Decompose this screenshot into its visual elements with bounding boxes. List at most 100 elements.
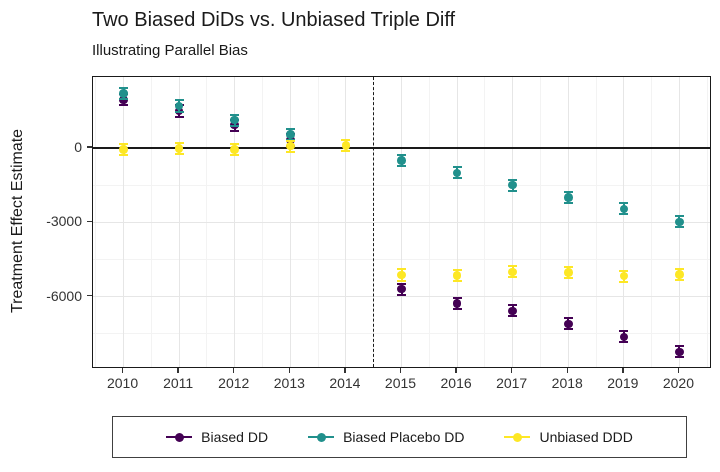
x-tick <box>455 367 457 373</box>
legend-item: Biased DD <box>166 429 268 445</box>
data-point-biased-placebo-dd-2016 <box>452 168 462 178</box>
error-bar-cap <box>619 280 629 283</box>
error-bar-cap <box>341 150 351 153</box>
error-bar-cap <box>174 142 184 145</box>
error-bar-cap <box>452 296 462 299</box>
error-bar-cap <box>230 129 240 132</box>
data-point-unbiased-ddd-2020 <box>675 270 684 279</box>
x-tick-label: 2013 <box>273 375 305 391</box>
error-bar-cap <box>452 166 462 169</box>
data-point-biased-dd-2015 <box>397 284 406 294</box>
x-gridline-major <box>178 77 180 367</box>
x-gridline-major <box>289 77 291 367</box>
y-tick-label: 0 <box>74 139 82 156</box>
x-tick-label: 2015 <box>384 375 417 391</box>
x-tick <box>344 367 346 373</box>
x-gridline-major <box>234 77 236 367</box>
x-gridline-major <box>567 77 569 367</box>
x-gridline-major <box>512 77 514 367</box>
data-point-biased-placebo-dd-2018 <box>564 193 573 202</box>
x-gridline-major <box>123 77 125 367</box>
legend-key-icon <box>504 431 531 444</box>
error-bar-cap <box>674 226 684 229</box>
error-bar-cap <box>119 153 129 156</box>
data-point-biased-dd-2020 <box>675 347 684 357</box>
error-bar-cap <box>119 142 129 145</box>
legend: Biased DD Biased Placebo DD Unbiased DDD <box>112 416 687 458</box>
error-bar-cap <box>508 265 518 268</box>
data-point-biased-dd-2016 <box>452 299 462 308</box>
legend-key-dot <box>174 432 184 442</box>
data-point-unbiased-ddd-2016 <box>452 271 462 280</box>
data-point-biased-placebo-dd-2010 <box>119 89 128 98</box>
treatment-start-line <box>372 77 374 367</box>
data-point-biased-dd-2019 <box>619 332 629 342</box>
error-bar-cap <box>397 279 406 282</box>
chart-title: Two Biased DiDs vs. Unbiased Triple Diff <box>92 9 456 31</box>
data-point-biased-placebo-dd-2019 <box>619 204 629 213</box>
data-point-biased-dd-2018 <box>564 319 573 329</box>
error-bar-cap <box>119 87 129 90</box>
error-bar-cap <box>230 124 240 127</box>
data-point-unbiased-ddd-2012 <box>230 145 239 154</box>
legend-label: Biased Placebo DD <box>343 429 465 445</box>
x-tick-label: 2019 <box>607 375 639 391</box>
data-point-unbiased-ddd-2019 <box>619 271 629 281</box>
legend-item: Unbiased DDD <box>504 429 633 445</box>
x-tick-label: 2016 <box>440 375 472 391</box>
data-point-biased-placebo-dd-2015 <box>397 156 406 165</box>
legend-label: Biased DD <box>201 429 269 445</box>
x-tick <box>121 367 124 373</box>
error-bar-cap <box>508 276 518 279</box>
error-bar-cap <box>341 139 351 142</box>
x-tick-label: 2012 <box>218 375 250 391</box>
error-bar-cap <box>397 268 406 271</box>
chart-subtitle: Illustrating Parallel Bias <box>92 42 248 59</box>
error-bar-cap <box>452 269 462 272</box>
error-bar-cap <box>230 113 240 116</box>
error-bar-cap <box>230 142 240 145</box>
y-tick-label: -3000 <box>46 213 82 230</box>
error-bar-cap <box>174 115 184 118</box>
error-bar-cap <box>619 269 629 272</box>
error-bar-cap <box>174 99 184 102</box>
y-tick <box>87 220 92 223</box>
error-bar-cap <box>674 345 684 348</box>
error-bar-cap <box>285 139 295 142</box>
x-tick <box>232 367 235 373</box>
legend-key-icon <box>166 431 193 444</box>
x-tick <box>677 367 680 373</box>
y-tick <box>87 146 92 148</box>
x-tick <box>622 367 624 373</box>
data-point-biased-placebo-dd-2013 <box>286 130 295 139</box>
legend-key-icon <box>308 431 335 444</box>
x-tick <box>566 367 568 373</box>
data-point-biased-placebo-dd-2020 <box>675 217 684 226</box>
x-tick <box>399 367 402 373</box>
data-point-biased-placebo-dd-2012 <box>230 115 239 125</box>
error-bar-cap <box>619 213 629 216</box>
error-bar-cap <box>397 293 406 296</box>
data-point-unbiased-ddd-2014 <box>341 141 351 150</box>
error-bar-cap <box>174 153 184 156</box>
error-bar-cap <box>619 341 629 344</box>
error-bar-cap <box>397 282 406 285</box>
x-tick-label: 2018 <box>551 375 583 391</box>
error-bar-cap <box>452 280 462 283</box>
error-bar-cap <box>452 177 462 180</box>
x-gridline-major <box>456 77 458 367</box>
error-bar-cap <box>619 202 629 205</box>
x-tick-label: 2020 <box>662 375 694 391</box>
error-bar-cap <box>508 315 518 318</box>
error-bar-cap <box>452 308 462 311</box>
x-tick-label: 2017 <box>496 375 528 391</box>
y-axis-title: Treatment Effect Estimate <box>9 128 26 314</box>
data-point-biased-dd-2017 <box>508 306 517 316</box>
error-bar-cap <box>397 153 406 156</box>
x-tick-label: 2014 <box>329 375 361 391</box>
x-tick-label: 2010 <box>106 375 139 391</box>
y-tick <box>87 294 92 297</box>
legend-key-dot <box>316 432 326 442</box>
error-bar-cap <box>563 328 573 331</box>
